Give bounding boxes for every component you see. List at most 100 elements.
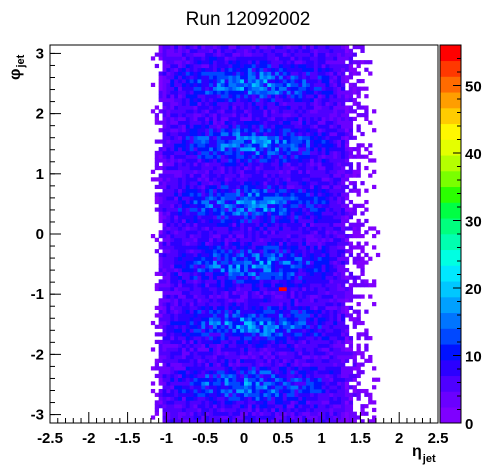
heatmap-cell xyxy=(170,184,175,190)
heatmap-cell xyxy=(325,75,330,80)
heatmap-cell xyxy=(228,79,233,84)
heatmap-cell xyxy=(294,75,299,80)
heatmap-cell xyxy=(290,286,295,292)
heatmap-cell xyxy=(162,67,167,72)
heatmap-cell xyxy=(162,302,167,307)
heatmap-cell xyxy=(220,271,225,276)
heatmap-cell xyxy=(309,188,315,193)
heatmap-cell xyxy=(162,404,167,409)
heatmap-cell xyxy=(232,294,237,299)
heatmap-cell xyxy=(302,377,307,382)
heatmap-cell xyxy=(282,135,288,140)
heatmap-cell xyxy=(263,392,268,397)
heatmap-cell xyxy=(317,385,322,390)
heatmap-cell xyxy=(220,351,225,356)
heatmap-cell xyxy=(317,230,322,235)
heatmap-cell xyxy=(337,215,342,220)
heatmap-cell xyxy=(240,343,245,348)
heatmap-cell xyxy=(181,407,187,413)
heatmap-cell xyxy=(341,207,346,212)
heatmap-cell xyxy=(170,165,175,171)
heatmap-cell xyxy=(263,165,268,171)
heatmap-cell xyxy=(166,381,171,386)
heatmap-cell xyxy=(244,131,249,137)
heatmap-cell xyxy=(271,60,276,65)
heatmap-cell xyxy=(166,252,171,258)
heatmap-cell xyxy=(158,313,163,318)
heatmap-cell xyxy=(267,192,272,197)
heatmap-cell xyxy=(212,279,218,284)
heatmap-cell xyxy=(166,135,171,140)
heatmap-cell xyxy=(286,218,291,224)
heatmap-cell xyxy=(247,275,253,280)
heatmap-cell xyxy=(228,302,233,307)
heatmap-cell xyxy=(251,124,257,129)
heatmap-cell xyxy=(306,52,311,57)
heatmap-cell xyxy=(193,381,198,386)
heatmap-cell xyxy=(321,90,326,95)
heatmap-cell xyxy=(333,313,338,318)
heatmap-cell xyxy=(166,82,171,87)
heatmap-cell xyxy=(317,373,322,379)
heatmap-cell xyxy=(321,181,326,186)
heatmap-cell xyxy=(275,411,280,416)
heatmap-cell xyxy=(216,313,222,318)
heatmap-cell xyxy=(294,336,299,341)
heatmap-cell xyxy=(189,279,194,284)
heatmap-cell xyxy=(294,286,299,292)
heatmap-cell xyxy=(267,298,272,303)
heatmap-cell xyxy=(259,358,264,363)
heatmap-cell xyxy=(216,377,222,382)
heatmap-cell xyxy=(162,396,167,401)
heatmap-cell xyxy=(170,226,175,231)
heatmap-cell xyxy=(298,415,303,420)
heatmap-cell xyxy=(240,249,245,254)
heatmap-cell xyxy=(344,218,350,224)
heatmap-cell xyxy=(209,143,214,148)
heatmap-cell xyxy=(329,302,334,307)
heatmap-cell xyxy=(267,116,272,121)
heatmap-cell xyxy=(162,52,167,57)
heatmap-cell xyxy=(209,120,214,125)
heatmap-cell xyxy=(181,75,187,80)
heatmap-cell xyxy=(212,109,218,114)
heatmap-cell xyxy=(267,105,272,110)
heatmap-cell xyxy=(294,120,299,125)
heatmap-cell xyxy=(325,332,330,337)
heatmap-cell xyxy=(313,347,319,352)
heatmap-cell xyxy=(306,188,311,193)
heatmap-cell xyxy=(193,407,198,413)
heatmap-cell xyxy=(224,45,229,50)
heatmap-cell xyxy=(302,268,307,273)
heatmap-cell xyxy=(267,101,272,106)
heatmap-cell xyxy=(278,283,284,288)
heatmap-cell xyxy=(302,203,307,208)
heatmap-cell xyxy=(166,343,171,348)
heatmap-cell xyxy=(232,320,237,326)
heatmap-cell xyxy=(348,60,354,65)
heatmap-cell xyxy=(259,196,264,201)
heatmap-cell xyxy=(341,343,346,348)
heatmap-cell xyxy=(170,56,175,61)
heatmap-cell xyxy=(178,283,183,288)
heatmap-cell xyxy=(263,241,268,246)
heatmap-cell xyxy=(348,215,354,220)
heatmap-cell xyxy=(181,226,187,231)
heatmap-cell xyxy=(166,415,171,420)
heatmap-cell xyxy=(158,90,163,95)
heatmap-cell xyxy=(174,407,179,413)
heatmap-cell xyxy=(216,294,222,299)
heatmap-cell xyxy=(329,45,334,50)
heatmap-cell xyxy=(181,256,187,261)
heatmap-cell xyxy=(255,173,260,178)
heatmap-cell xyxy=(337,392,342,397)
heatmap-cell xyxy=(220,339,225,345)
heatmap-cell xyxy=(344,158,350,163)
heatmap-cell xyxy=(166,192,171,197)
heatmap-cell xyxy=(286,203,291,208)
heatmap-cell xyxy=(263,271,268,276)
heatmap-cell xyxy=(341,354,346,360)
heatmap-cell xyxy=(236,101,241,106)
heatmap-cell xyxy=(290,404,295,409)
heatmap-cell xyxy=(306,283,311,288)
